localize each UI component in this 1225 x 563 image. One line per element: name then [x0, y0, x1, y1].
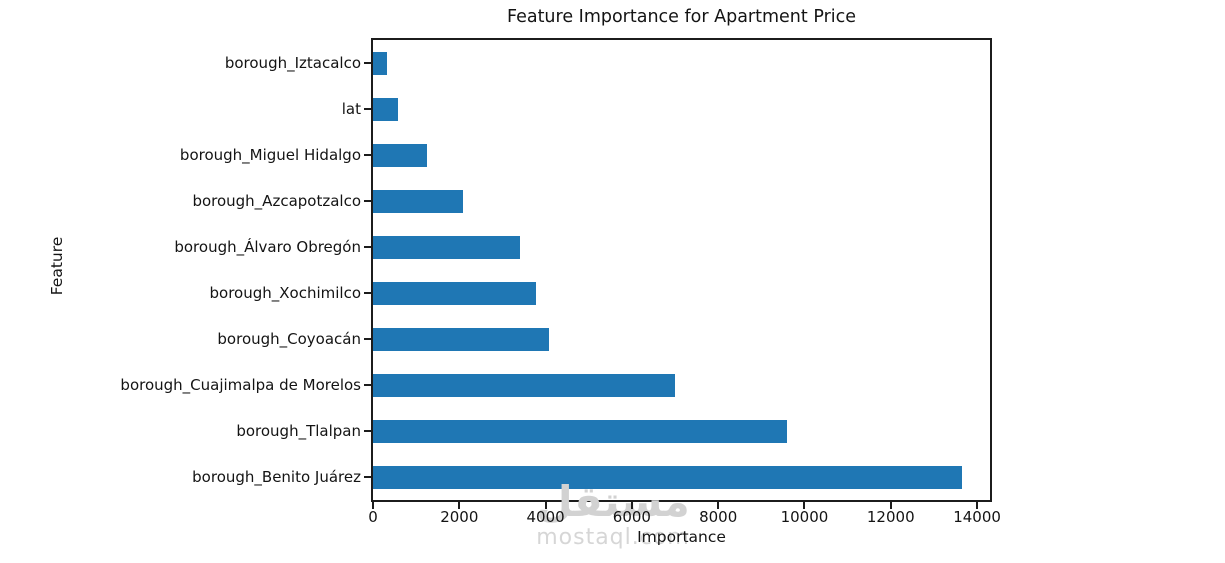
bar-borough_Tlalpan: [373, 419, 788, 443]
bar-borough_Cuajimalpa de Morelos: [373, 373, 676, 397]
y-tick-mark: [364, 384, 371, 386]
bar-borough_Azcapotzalco: [373, 189, 463, 213]
x-tick-label: 6000: [612, 508, 651, 526]
plot-area: [371, 38, 992, 502]
y-tick-label: borough_Cuajimalpa de Morelos: [120, 376, 361, 394]
y-tick-label: borough_Álvaro Obregón: [174, 238, 361, 256]
x-tick-mark: [544, 502, 547, 509]
y-tick-mark: [364, 476, 371, 478]
y-tick-label: borough_Coyoacán: [217, 330, 361, 348]
chart-title: Feature Importance for Apartment Price: [506, 7, 857, 27]
x-tick-label: 8000: [699, 508, 738, 526]
y-tick-mark: [364, 200, 371, 202]
x-tick-mark: [976, 502, 979, 509]
bar-borough_Miguel Hidalgo: [373, 143, 427, 167]
bar-lat: [373, 97, 399, 121]
bar-borough_Álvaro Obregón: [373, 235, 520, 259]
bar-borough_Coyoacán: [373, 327, 549, 351]
y-tick-label: borough_Iztacalco: [224, 54, 361, 72]
y-tick-label: borough_Azcapotzalco: [192, 192, 361, 210]
y-tick-label: borough_Tlalpan: [236, 422, 361, 440]
y-tick-mark: [364, 62, 371, 64]
y-tick-mark: [364, 292, 371, 294]
x-tick-label: 12000: [866, 508, 915, 526]
x-tick-mark: [372, 502, 374, 509]
y-tick-label: borough_Miguel Hidalgo: [179, 146, 361, 164]
y-tick-mark: [364, 154, 371, 156]
y-tick-mark: [364, 338, 371, 340]
x-tick-mark: [889, 502, 892, 509]
y-tick-mark: [364, 430, 371, 432]
x-tick-label: 4000: [526, 508, 565, 526]
y-tick-mark: [364, 108, 371, 110]
x-tick-mark: [458, 502, 461, 509]
bar-borough_Xochimilco: [373, 281, 537, 305]
x-tick-mark: [630, 502, 633, 509]
x-tick-mark: [717, 502, 720, 509]
x-tick-mark: [803, 502, 806, 509]
y-tick-mark: [364, 246, 371, 248]
bar-borough_Iztacalco: [373, 51, 388, 75]
x-tick-label: 14000: [953, 508, 1001, 526]
y-tick-label: lat: [341, 100, 361, 118]
x-axis-label: Importance: [637, 528, 726, 546]
y-tick-label: borough_Benito Juárez: [192, 468, 361, 486]
x-tick-label: 0: [368, 508, 378, 526]
bar-borough_Benito Juárez: [373, 465, 962, 489]
y-tick-label: borough_Xochimilco: [209, 284, 362, 302]
x-tick-label: 2000: [440, 508, 479, 526]
x-tick-label: 10000: [780, 508, 829, 526]
